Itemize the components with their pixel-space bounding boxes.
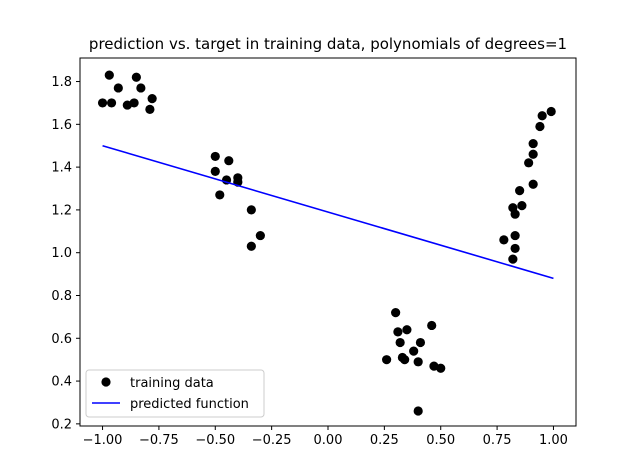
data-point — [395, 337, 405, 348]
legend: training data predicted function — [85, 369, 265, 418]
data-point — [224, 156, 234, 166]
data-point — [413, 357, 423, 367]
x-tick-label: 0.50 — [426, 433, 455, 448]
data-point — [508, 254, 518, 264]
data-point — [537, 111, 547, 121]
data-point — [515, 186, 525, 196]
data-point — [499, 235, 509, 245]
x-tick-label: −1.00 — [83, 433, 123, 448]
data-point — [535, 121, 545, 132]
data-point — [510, 230, 520, 241]
legend-marker-training-data — [101, 377, 111, 387]
x-tick-label: −0.25 — [252, 433, 292, 448]
y-tick-label: 0.8 — [51, 289, 72, 304]
data-point — [122, 100, 132, 110]
data-point — [393, 327, 403, 337]
data-point — [528, 179, 538, 189]
data-point — [415, 337, 426, 348]
data-point — [113, 83, 123, 93]
data-point — [210, 166, 220, 176]
data-point — [210, 151, 220, 162]
x-tick-label: 0.25 — [370, 433, 399, 448]
data-point — [436, 363, 446, 373]
legend-label-training-data: training data — [130, 376, 214, 391]
data-point — [510, 243, 520, 254]
data-point — [427, 320, 437, 331]
data-point — [409, 346, 419, 356]
x-tick-label: −0.50 — [195, 433, 235, 448]
y-tick-label: 1.4 — [51, 161, 72, 176]
data-point — [510, 209, 520, 219]
x-tick-label: 1.00 — [539, 433, 568, 448]
chart-title: prediction vs. target in training data, … — [89, 35, 567, 53]
data-point — [391, 308, 401, 318]
data-point — [400, 355, 410, 365]
data-point — [255, 230, 265, 241]
data-point — [528, 149, 538, 159]
data-point — [517, 201, 527, 211]
data-point — [215, 190, 225, 200]
data-point — [147, 94, 157, 104]
data-point — [104, 70, 114, 80]
y-tick-label: 1.6 — [51, 118, 72, 133]
y-tick-label: 0.4 — [51, 375, 72, 390]
data-point — [382, 355, 392, 365]
y-axis: 0.2 0.4 0.6 0.8 1.0 1.2 1.4 1.6 1.8 — [51, 75, 80, 432]
data-point — [145, 104, 155, 114]
data-point — [402, 325, 412, 335]
x-tick-label: 0.00 — [314, 433, 343, 448]
y-tick-label: 0.6 — [51, 332, 72, 347]
data-point — [131, 72, 141, 82]
data-point — [136, 83, 146, 93]
data-point — [413, 406, 423, 416]
y-tick-label: 0.2 — [51, 417, 72, 432]
y-tick-label: 1.0 — [51, 246, 72, 261]
y-tick-label: 1.2 — [51, 203, 72, 218]
legend-label-predicted-function: predicted function — [130, 397, 249, 412]
data-point — [524, 158, 534, 168]
data-point — [246, 205, 256, 215]
data-point — [246, 241, 256, 251]
x-tick-label: −0.75 — [139, 433, 179, 448]
data-point — [546, 106, 556, 117]
x-tick-label: 0.75 — [483, 433, 512, 448]
x-axis: −1.00 −0.75 −0.50 −0.25 0.00 0.25 0.50 0.75 1.00 — [83, 426, 568, 448]
data-point — [528, 138, 538, 149]
plot-area — [97, 70, 556, 416]
legend-box — [85, 369, 265, 418]
predicted-function-line — [102, 144, 554, 280]
data-point — [97, 98, 108, 108]
data-point — [106, 98, 117, 108]
y-tick-label: 1.8 — [51, 75, 72, 90]
